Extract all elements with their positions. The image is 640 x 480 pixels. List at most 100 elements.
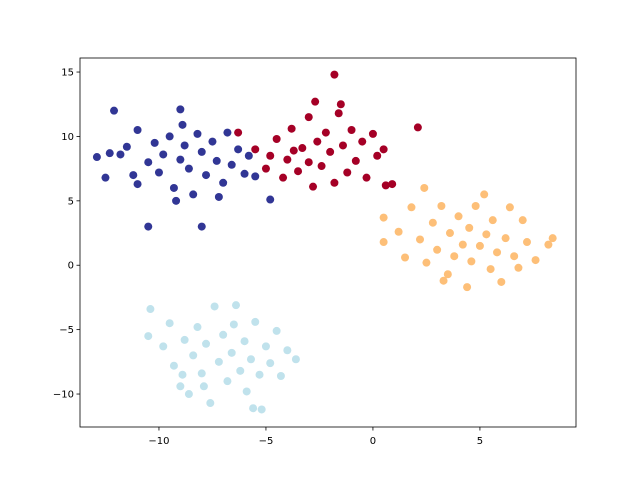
point [433, 245, 442, 254]
point [373, 151, 382, 160]
point [304, 158, 313, 167]
point [330, 178, 339, 187]
point [486, 265, 495, 274]
point [180, 335, 189, 344]
point [105, 149, 114, 158]
point [334, 109, 343, 118]
point [445, 229, 454, 238]
point [219, 330, 228, 339]
point [379, 238, 388, 247]
point [202, 339, 211, 348]
point [193, 323, 202, 332]
point [289, 146, 298, 155]
point [291, 355, 300, 364]
point [184, 390, 193, 399]
point [518, 216, 527, 225]
point [482, 230, 491, 239]
point [214, 192, 223, 201]
point [210, 302, 219, 311]
point [159, 150, 168, 159]
point [379, 145, 388, 154]
point [146, 305, 155, 314]
x-tick-label: 5 [477, 436, 483, 447]
point [287, 124, 296, 133]
point [493, 248, 502, 257]
point [223, 128, 232, 137]
point [208, 137, 217, 146]
point [212, 156, 221, 165]
point [531, 256, 540, 265]
point [283, 155, 292, 164]
point [548, 234, 557, 243]
point [101, 173, 110, 182]
point [454, 212, 463, 221]
point [122, 142, 131, 151]
point [326, 147, 335, 156]
point [249, 404, 258, 413]
point [197, 147, 206, 156]
point [475, 241, 484, 250]
point [206, 399, 215, 408]
point [505, 203, 514, 212]
point [428, 218, 437, 227]
point [298, 144, 307, 153]
point [150, 138, 159, 147]
point [178, 120, 187, 129]
point [276, 371, 285, 380]
point [330, 70, 339, 79]
point [144, 222, 153, 231]
point [144, 332, 153, 341]
point [420, 183, 429, 192]
point [240, 337, 249, 346]
point [313, 137, 322, 146]
point [347, 125, 356, 134]
point [294, 167, 303, 176]
point [189, 351, 198, 360]
point [219, 178, 228, 187]
point [522, 238, 531, 247]
point [283, 346, 292, 355]
point [229, 320, 238, 329]
point [368, 129, 377, 138]
point [304, 113, 313, 122]
point [240, 169, 249, 178]
point [110, 106, 119, 115]
x-tick-label: 0 [370, 436, 376, 447]
point [193, 129, 202, 138]
point [234, 145, 243, 154]
point [133, 180, 142, 189]
point [92, 153, 101, 162]
point [154, 168, 163, 177]
point [178, 370, 187, 379]
point [443, 270, 452, 279]
point [197, 369, 206, 378]
point [272, 135, 281, 144]
point [184, 164, 193, 173]
point [458, 240, 467, 249]
point [172, 196, 181, 205]
point [176, 155, 185, 164]
point [407, 203, 416, 212]
point [236, 366, 245, 375]
point [465, 223, 474, 232]
point [514, 263, 523, 272]
point [176, 382, 185, 391]
point [133, 125, 142, 134]
point [234, 128, 243, 137]
point [401, 253, 410, 262]
point [189, 190, 198, 199]
point [251, 145, 260, 154]
point [317, 162, 326, 171]
point [165, 132, 174, 141]
point [180, 141, 189, 150]
y-tick-label: −5 [59, 325, 74, 336]
point [159, 342, 168, 351]
point [338, 141, 347, 150]
point [379, 213, 388, 222]
point [467, 257, 476, 266]
point [272, 326, 281, 335]
point [266, 195, 275, 204]
y-tick-label: 5 [68, 196, 74, 207]
point [116, 150, 125, 159]
point [501, 234, 510, 243]
